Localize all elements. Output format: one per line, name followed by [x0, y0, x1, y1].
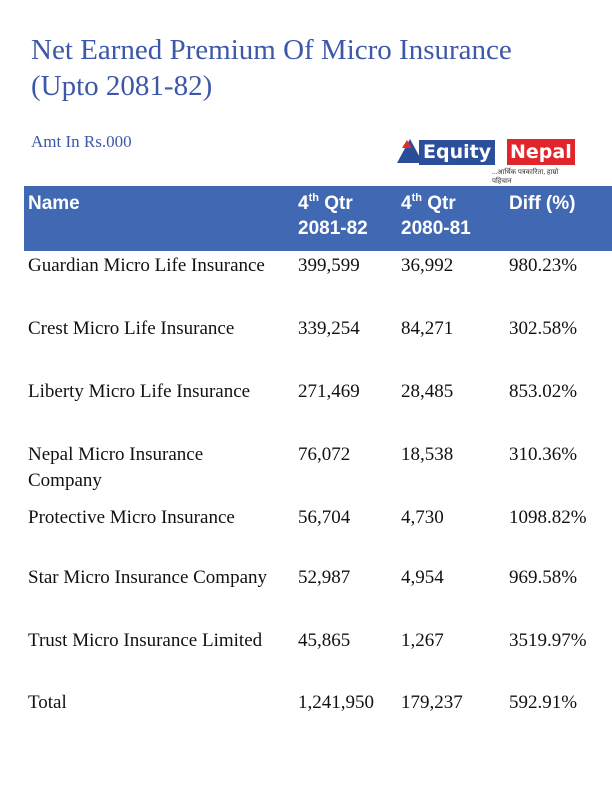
- header-col-2081-82: 4th Qtr 2081-82: [298, 191, 368, 241]
- company-name: Trust Micro Insurance Limited: [28, 630, 263, 651]
- value-2081-82: 45,865: [298, 630, 351, 651]
- h1-sup: th: [308, 192, 319, 204]
- h1-year: 2081-82: [298, 218, 368, 239]
- logo-equity: Equity: [419, 140, 496, 165]
- diff-percent: 302.58%: [509, 318, 578, 339]
- diff-percent: 969.58%: [509, 567, 578, 588]
- value-2080-81: 84,271: [401, 318, 454, 339]
- diff-percent: 1098.82%: [509, 507, 587, 528]
- diff-percent: 310.36%: [509, 444, 578, 465]
- value-2080-81: 4,730: [401, 507, 444, 528]
- value-2080-81: 28,485: [401, 381, 454, 402]
- value-2081-82: 52,987: [298, 567, 351, 588]
- header-diff: Diff (%): [509, 193, 576, 214]
- value-2080-81: 4,954: [401, 567, 444, 588]
- h2-sup: th: [411, 192, 422, 204]
- diff-percent: 980.23%: [509, 255, 578, 276]
- logo-mountain-icon: [397, 139, 423, 163]
- logo-tagline: ...आर्थिक पत्रकारिता, हाम्रो पहिचान: [492, 168, 559, 185]
- value-2081-82: 399,599: [298, 255, 360, 276]
- value-2081-82: 1,241,950: [298, 692, 374, 713]
- value-2080-81: 179,237: [401, 692, 463, 713]
- title-line-2: (Upto 2081-82): [31, 70, 213, 102]
- h2-num: 4: [401, 193, 412, 214]
- header-col-2080-81: 4th Qtr 2080-81: [401, 191, 471, 241]
- value-2081-82: 56,704: [298, 507, 351, 528]
- value-2081-82: 271,469: [298, 381, 360, 402]
- diff-percent: 592.91%: [509, 692, 578, 713]
- amount-note: Amt In Rs.000: [31, 132, 132, 151]
- h1-qtr: Qtr: [318, 193, 353, 214]
- company-name: Star Micro Insurance Company: [28, 567, 268, 588]
- equity-nepal-logo: Equity Nepal ...आर्थिक पत्रकारिता, हाम्र…: [397, 137, 577, 185]
- logo-nepal: Nepal: [507, 139, 575, 165]
- value-2080-81: 1,267: [401, 630, 444, 651]
- h2-qtr: Qtr: [421, 193, 456, 214]
- value-2080-81: 36,992: [401, 255, 454, 276]
- table-header: Name 4th Qtr 2081-82 4th Qtr 2080-81 Diff …: [24, 186, 612, 251]
- company-name: Nepal Micro Insurance Company: [28, 444, 204, 491]
- h1-num: 4: [298, 193, 309, 214]
- title-line-1: Net Earned Premium Of Micro Insurance: [31, 34, 512, 66]
- company-name: Crest Micro Life Insurance: [28, 318, 235, 339]
- h2-year: 2080-81: [401, 218, 471, 239]
- value-2080-81: 18,538: [401, 444, 454, 465]
- company-name: Liberty Micro Life Insurance: [28, 381, 251, 402]
- diff-percent: 3519.97%: [509, 630, 587, 651]
- value-2081-82: 339,254: [298, 318, 360, 339]
- company-name: Total: [28, 692, 67, 713]
- company-name: Protective Micro Insurance: [28, 507, 235, 528]
- company-name: Guardian Micro Life Insurance: [28, 255, 265, 276]
- header-name: Name: [28, 193, 80, 214]
- logo-flag-icon: [402, 140, 412, 148]
- page-title: Net Earned Premium Of Micro Insurance (U…: [31, 32, 512, 104]
- value-2081-82: 76,072: [298, 444, 351, 465]
- diff-percent: 853.02%: [509, 381, 578, 402]
